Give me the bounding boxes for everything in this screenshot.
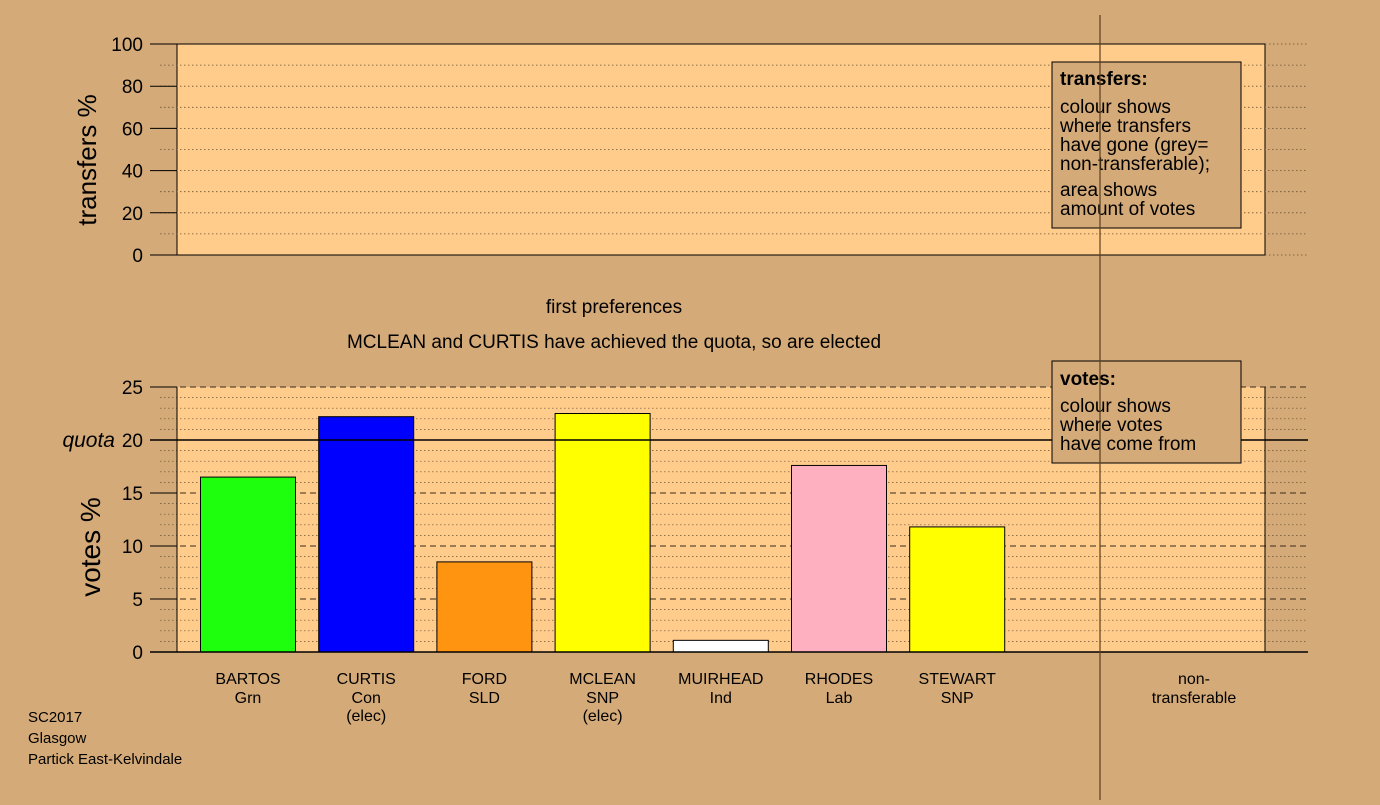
votes-legend-line: have come from [1060,434,1196,455]
transfers-legend-line: area shows [1060,180,1157,201]
transfers-legend: transfers: colour shows where transfers … [1051,61,1242,229]
votes-y-ticks: 0 5 10 15 20 25 [122,378,177,664]
votes-y-tick-label: 5 [132,590,143,611]
status-message: MCLEAN and CURTIS have achieved the quot… [347,332,881,353]
votes-y-tick-label: 20 [122,431,143,452]
votes-legend: votes: colour shows where votes have com… [1051,360,1242,464]
transfers-y-tick-label: 60 [122,119,143,140]
transfers-y-tick-label: 0 [132,246,143,267]
candidate-status: (elec) [346,708,386,725]
transfers-legend-line: colour shows [1060,97,1171,118]
nontransferable-label: transferable [1152,690,1237,707]
votes-y-tick-label: 10 [122,537,143,558]
bar-stewart [909,526,1006,653]
candidate-labels: BARTOSGrnCURTISCon(elec)FORDSLDMCLEANSNP… [215,671,996,725]
vote-bars [200,413,1006,653]
transfers-y-tick-label: 100 [111,35,143,56]
bar-mclean [554,413,651,653]
candidate-name: RHODES [805,671,873,688]
candidate-party: Con [352,690,381,707]
votes-y-axis-label: votes % [75,497,106,597]
council-name: Glasgow [28,730,87,747]
candidate-name: BARTOS [215,671,280,688]
votes-panel: 0 5 10 15 20 25 quota votes % BARTOS Grn CURTIS… [62,360,1308,725]
votes-y-tick-label: 15 [122,484,143,505]
candidate-name: MUIRHEAD [678,671,763,688]
candidate-status: (elec) [583,708,623,725]
votes-legend-line: where votes [1059,415,1162,436]
bar-muirhead [672,639,769,653]
votes-y-tick-label: 0 [132,643,143,664]
transfers-legend-line: non-transferable); [1060,154,1210,175]
candidate-name: CURTIS [337,671,396,688]
transfers-y-tick-label: 40 [122,162,143,183]
nontransferable-label: non- [1178,671,1210,688]
bar-ford [436,561,533,653]
candidate-name: STEWART [919,671,997,688]
candidate-party: SLD [469,690,500,707]
transfers-panel: 0 20 40 60 80 100 transfers % transfers: colo… [72,35,1308,267]
votes-y-tick-label: 25 [122,378,143,399]
transfers-y-tick-label: 20 [122,204,143,225]
candidate-party: SNP [941,690,974,707]
election-code: SC2017 [28,709,82,726]
candidate-party: Grn [235,690,262,707]
bar-rhodes [791,464,887,653]
transfers-legend-line: have gone (grey= [1060,135,1208,156]
votes-legend-box [1051,360,1242,464]
transfers-legend-title: transfers: [1060,69,1148,90]
transfers-legend-line: amount of votes [1060,199,1195,220]
transfers-y-axis-label: transfers % [72,94,102,226]
candidate-party: SNP [586,690,619,707]
votes-legend-line: colour shows [1060,396,1171,417]
candidate-name: FORD [462,671,507,688]
transfers-y-tick-label: 80 [122,77,143,98]
candidate-party: Ind [710,690,732,707]
transfers-legend-box [1051,61,1242,229]
transfers-y-ticks: 0 20 40 60 80 100 [111,35,177,267]
ward-name: Partick East-Kelvindale [28,751,182,768]
stage-label: first preferences [546,297,682,318]
candidate-party: Lab [826,690,853,707]
bar-curtis [318,416,415,653]
candidate-name: MCLEAN [569,671,636,688]
quota-label: quota [62,429,115,452]
transfers-legend-line: where transfers [1059,116,1191,137]
bar-bartos [200,476,296,653]
votes-legend-title: votes: [1060,369,1116,390]
